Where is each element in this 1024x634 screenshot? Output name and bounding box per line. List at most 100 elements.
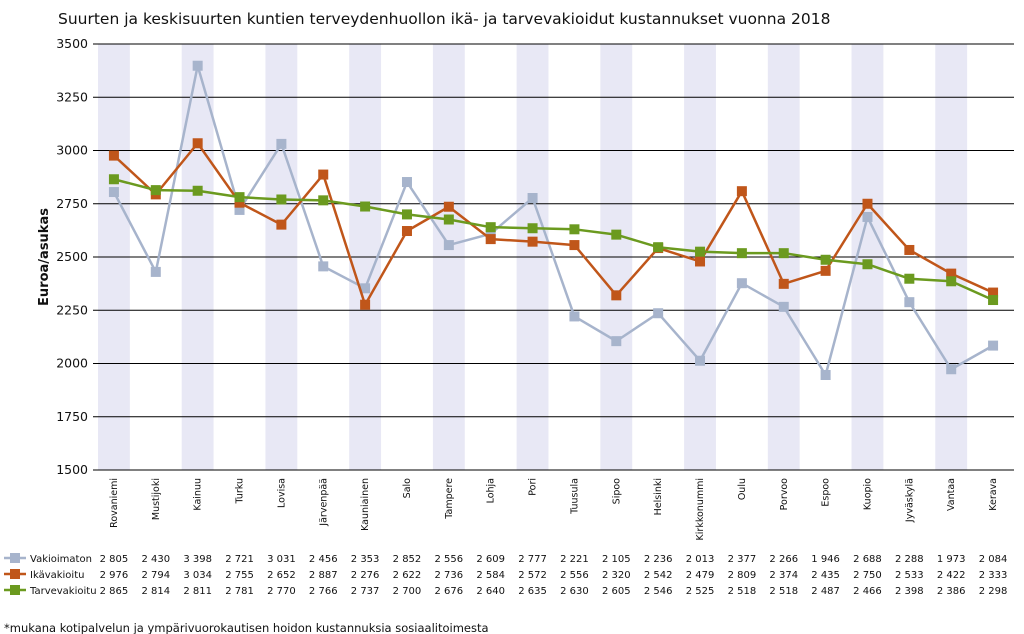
data-point bbox=[108, 150, 119, 161]
table-cell: 2 605 bbox=[602, 586, 631, 597]
data-point bbox=[527, 223, 538, 234]
x-tick-label: Järvenpää bbox=[318, 478, 329, 527]
table-cell: 2 688 bbox=[853, 554, 882, 565]
table-cell: 2 556 bbox=[435, 554, 464, 565]
table-cell: 2 584 bbox=[476, 570, 505, 581]
y-tick-label: 1500 bbox=[56, 462, 88, 477]
y-tick-labels: 1500 1750 2000 2250 2500 2750 3000 3250 3500 bbox=[56, 36, 88, 477]
table-cell: 3 398 bbox=[183, 554, 212, 565]
table-cell: 2 777 bbox=[518, 554, 547, 565]
data-point bbox=[946, 276, 957, 287]
data-point bbox=[946, 364, 957, 375]
data-point bbox=[611, 290, 622, 301]
series-lines bbox=[108, 60, 999, 381]
data-point bbox=[569, 240, 580, 251]
legend-marker bbox=[10, 553, 20, 563]
x-tick-label: Sipoo bbox=[611, 478, 622, 505]
legend-label: Ikävakioitu bbox=[30, 570, 84, 581]
x-tick-label: Tampere bbox=[444, 478, 455, 520]
data-point bbox=[485, 228, 496, 239]
table-cell: 2 320 bbox=[602, 570, 631, 581]
x-tick-label: Jyväskylä bbox=[904, 478, 915, 523]
data-point bbox=[443, 240, 454, 251]
data-point bbox=[736, 186, 747, 197]
table-cell: 2 333 bbox=[979, 570, 1008, 581]
data-point bbox=[904, 244, 915, 255]
table-cell: 2 676 bbox=[435, 586, 464, 597]
data-point bbox=[862, 259, 873, 270]
x-tick-label: Pori bbox=[528, 478, 539, 496]
table-cell: 2 479 bbox=[686, 570, 715, 581]
data-point bbox=[862, 198, 873, 209]
data-point bbox=[360, 283, 371, 294]
footnote: *mukana kotipalvelun ja ympärivuorokauti… bbox=[4, 621, 489, 634]
y-tick-label: 2000 bbox=[56, 356, 88, 371]
table-cell: 3 034 bbox=[183, 570, 212, 581]
table-cell: 2 635 bbox=[518, 586, 547, 597]
table-cell: 2 805 bbox=[100, 554, 129, 565]
x-tick-label: Vantaa bbox=[946, 478, 957, 511]
table-cell: 2 781 bbox=[225, 586, 254, 597]
table-cell: 2 398 bbox=[895, 586, 924, 597]
table-cell: 2 814 bbox=[141, 586, 170, 597]
data-point bbox=[485, 222, 496, 233]
data-point bbox=[401, 177, 412, 188]
x-tick-label: Kuopio bbox=[862, 478, 873, 510]
table-cell: 2 518 bbox=[728, 586, 757, 597]
data-point bbox=[192, 185, 203, 196]
data-point bbox=[611, 336, 622, 347]
table-cell: 2 084 bbox=[979, 554, 1008, 565]
data-point bbox=[443, 201, 454, 212]
table-cell: 2 755 bbox=[225, 570, 254, 581]
table-cell: 2 700 bbox=[393, 586, 422, 597]
data-point bbox=[904, 297, 915, 308]
data-point bbox=[401, 209, 412, 220]
x-tick-label: Kirkkonummi bbox=[695, 478, 706, 540]
table-cell: 2 276 bbox=[351, 570, 380, 581]
data-point bbox=[234, 204, 245, 215]
x-tick-label: Helsinki bbox=[653, 478, 664, 515]
data-point bbox=[611, 229, 622, 240]
y-tick-label: 3500 bbox=[56, 36, 88, 51]
table-cell: 2 750 bbox=[853, 570, 882, 581]
data-point bbox=[150, 266, 161, 277]
table-cell: 2 105 bbox=[602, 554, 631, 565]
table-cell: 2 487 bbox=[811, 586, 840, 597]
data-point bbox=[695, 256, 706, 267]
legend-marker bbox=[10, 585, 20, 595]
x-tick-label: Rovaniemi bbox=[109, 478, 120, 528]
table-cell: 1 946 bbox=[811, 554, 840, 565]
table-cell: 2 640 bbox=[476, 586, 505, 597]
table-cell: 2 236 bbox=[644, 554, 673, 565]
table-cell: 2 794 bbox=[141, 570, 170, 581]
data-point bbox=[318, 195, 329, 206]
x-tick-label: Lohja bbox=[486, 478, 497, 503]
data-point bbox=[904, 273, 915, 284]
data-point bbox=[108, 187, 119, 198]
data-point bbox=[192, 60, 203, 71]
table-cell: 2 533 bbox=[895, 570, 924, 581]
x-tick-label: Kerava bbox=[988, 478, 999, 511]
table-cell: 2 556 bbox=[560, 570, 589, 581]
data-point bbox=[276, 219, 287, 230]
table-cell: 2 288 bbox=[895, 554, 924, 565]
data-point bbox=[443, 214, 454, 225]
legend-label: Tarvevakioitu bbox=[29, 586, 97, 597]
table-cell: 2 622 bbox=[393, 570, 422, 581]
table-cell: 2 377 bbox=[728, 554, 757, 565]
table-cell: 2 353 bbox=[351, 554, 380, 565]
x-tick-label: Espoo bbox=[821, 478, 832, 507]
x-tick-label: Kainuu bbox=[193, 478, 204, 511]
data-point bbox=[988, 287, 999, 298]
table-cell: 2 766 bbox=[309, 586, 338, 597]
y-axis-label: Euroa/asukas bbox=[37, 208, 52, 306]
table-cell: 2 652 bbox=[267, 570, 296, 581]
data-point bbox=[276, 194, 287, 205]
table-cell: 2 770 bbox=[267, 586, 296, 597]
data-point bbox=[778, 301, 789, 312]
gridlines bbox=[93, 43, 1014, 471]
y-tick-label: 1750 bbox=[56, 409, 88, 424]
table-cell: 2 221 bbox=[560, 554, 589, 565]
table-cell: 1 973 bbox=[937, 554, 966, 565]
x-tick-labels: Rovaniemi Mustijoki Kainuu Turku Lovisa Järve… bbox=[109, 478, 999, 541]
